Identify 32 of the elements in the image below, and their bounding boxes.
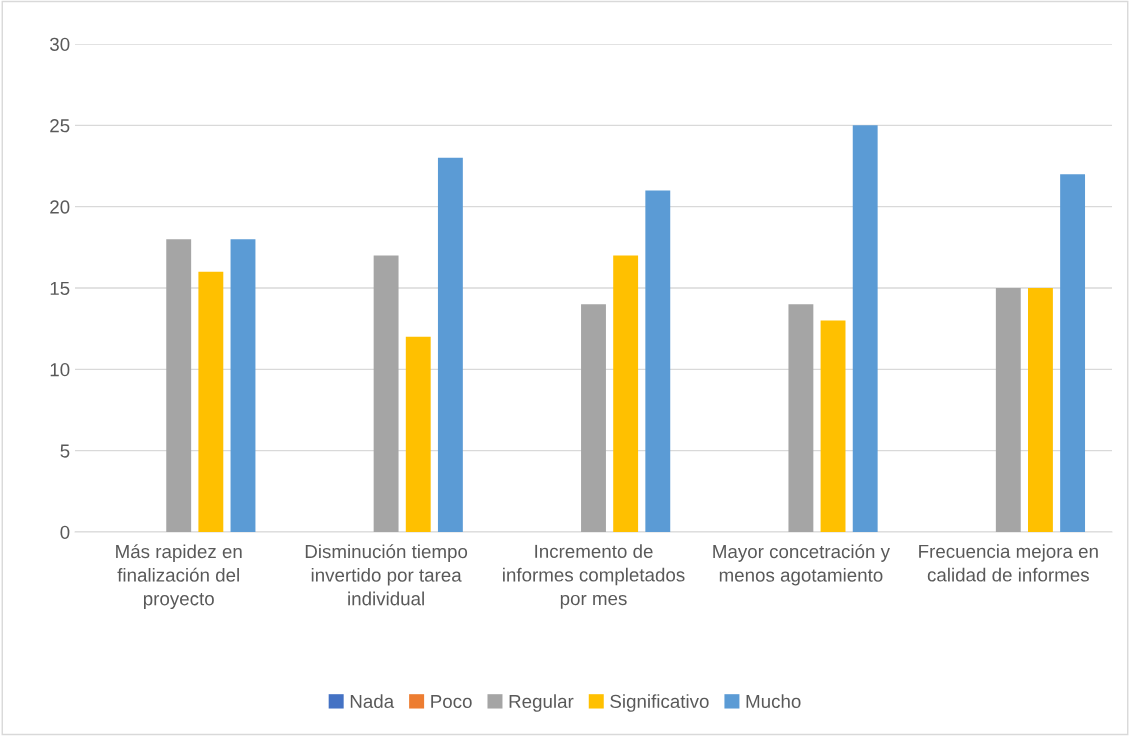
- bar: [198, 271, 224, 532]
- bar: [1028, 288, 1053, 532]
- legend-label: Nada: [350, 694, 395, 709]
- bar: [166, 239, 192, 532]
- y-tick-label: 25: [50, 119, 70, 133]
- bar: [405, 336, 431, 532]
- bar: [788, 304, 814, 532]
- x-tick-label: Frecuencia mejora en calidad de informes: [919, 544, 1098, 582]
- y-tick-label: 20: [50, 200, 70, 214]
- x-tick-label: Más rapidez en finalización del proyecto: [116, 544, 242, 610]
- y-tick-label: 15: [50, 281, 70, 295]
- y-tick-label: 0: [60, 525, 70, 539]
- legend-label: Poco: [431, 694, 472, 709]
- legend-label: Regular: [509, 694, 574, 712]
- bar: [1060, 174, 1086, 532]
- bar: [613, 255, 639, 532]
- bar: [230, 239, 256, 532]
- legend-label: Mucho: [746, 694, 801, 709]
- bar: [820, 320, 846, 532]
- bar: [437, 157, 463, 532]
- x-tick-label: Incremento de informes completados por mes: [503, 544, 685, 609]
- x-tick-label: Disminución tiempo invertido por tarea individual: [305, 544, 468, 606]
- bar: [995, 288, 1021, 532]
- y-tick-label: 5: [60, 444, 70, 458]
- bar: [645, 190, 671, 532]
- x-tick-label: Mayor concetración y menos agotamiento: [713, 544, 890, 586]
- legend-label: Significativo: [610, 694, 709, 712]
- bar: [852, 125, 878, 532]
- y-tick-label: 10: [50, 363, 70, 377]
- bar: [373, 255, 399, 532]
- y-tick-label: 30: [50, 37, 70, 51]
- bar: [581, 304, 606, 532]
